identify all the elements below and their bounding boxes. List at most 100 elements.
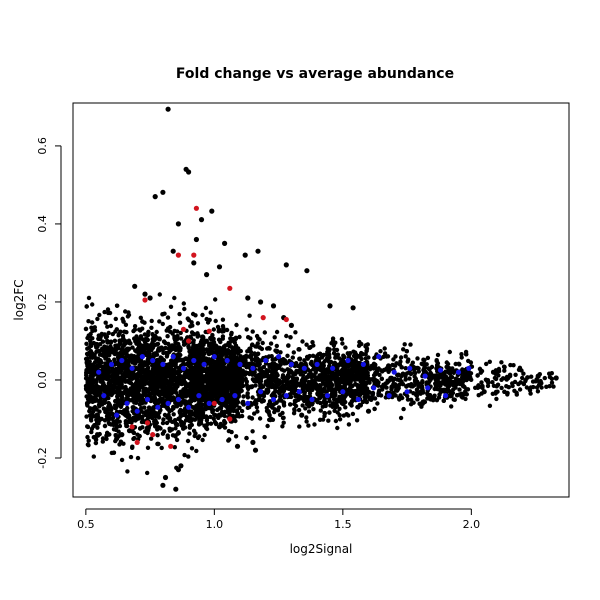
cloud-point <box>165 406 170 411</box>
cloud-point <box>112 357 117 362</box>
cloud-point <box>134 379 139 384</box>
cloud-point <box>403 377 408 382</box>
cloud-point <box>92 423 97 428</box>
cloud-point <box>223 348 228 353</box>
cloud-point <box>269 361 275 367</box>
cloud-point <box>182 425 188 430</box>
cloud-point <box>102 398 108 403</box>
cloud-point <box>464 392 469 397</box>
cloud-point <box>310 340 315 345</box>
cloud-point <box>517 387 523 392</box>
cloud-point <box>167 418 173 423</box>
cloud-point <box>510 383 515 389</box>
cloud-point <box>227 343 232 348</box>
cloud-point <box>188 412 193 417</box>
cloud-point <box>163 392 168 397</box>
cloud-point <box>295 363 301 369</box>
cloud-point <box>257 337 262 342</box>
cloud-point <box>168 366 173 371</box>
cloud-point <box>107 378 112 383</box>
cloud-point <box>87 369 92 374</box>
cloud-point <box>315 391 320 396</box>
cloud-point <box>181 342 187 347</box>
cloud-point <box>300 403 305 408</box>
cloud-point <box>518 380 523 385</box>
cloud-point <box>99 416 104 422</box>
cloud-point <box>229 376 234 381</box>
cloud-point <box>281 415 286 420</box>
cloud-point <box>151 391 156 396</box>
cloud-point <box>108 348 113 353</box>
cloud-point <box>217 367 222 373</box>
cloud-point <box>288 335 293 340</box>
cloud-point <box>178 336 184 341</box>
cloud-point <box>135 455 141 461</box>
cloud-point <box>285 353 290 358</box>
cloud-point <box>102 344 107 349</box>
cloud-point <box>132 435 137 441</box>
cloud-point <box>147 414 152 419</box>
cloud-point <box>204 426 210 432</box>
cloud-point <box>426 366 431 371</box>
cloud-point <box>212 382 218 387</box>
cloud-point <box>93 392 98 398</box>
cloud-point <box>499 360 504 365</box>
cloud-point <box>160 431 166 436</box>
cloud-point <box>195 364 200 369</box>
cloud-point <box>158 399 163 404</box>
cloud-point <box>122 329 127 334</box>
cloud-point <box>152 367 157 372</box>
cloud-point <box>388 376 394 382</box>
cloud-point <box>371 373 377 378</box>
cloud-point <box>126 347 131 352</box>
cloud-point <box>108 323 114 329</box>
cloud-point <box>258 372 263 378</box>
cloud-point <box>172 445 177 450</box>
cloud-point <box>128 454 134 460</box>
cloud-point <box>108 340 114 345</box>
cloud-point <box>203 356 208 361</box>
cloud-point <box>249 416 255 421</box>
cloud-point <box>452 397 457 402</box>
cloud-point <box>227 350 232 355</box>
cloud-point <box>149 373 155 379</box>
cloud-point <box>447 349 452 355</box>
cloud-point <box>363 356 368 361</box>
cloud-point <box>297 383 303 388</box>
cloud-point <box>269 354 274 359</box>
cloud-point <box>382 367 387 373</box>
cloud-point <box>146 329 151 335</box>
cloud-point <box>159 445 164 451</box>
cloud-point <box>154 329 159 335</box>
cloud-point <box>280 373 286 378</box>
cloud-point <box>273 383 279 388</box>
cloud-point <box>315 375 320 380</box>
cloud-point <box>257 416 263 421</box>
cloud-point <box>306 404 312 409</box>
cloud-point <box>364 348 369 354</box>
cloud-point <box>229 389 235 394</box>
cloud-point <box>502 368 507 373</box>
cloud-point <box>493 391 498 396</box>
cloud-point <box>130 392 135 397</box>
cloud-point <box>124 354 129 359</box>
cloud-point <box>284 381 290 386</box>
cloud-point <box>205 415 210 421</box>
cloud-point <box>297 347 302 352</box>
cloud-point <box>335 386 340 391</box>
cloud-point <box>264 405 269 411</box>
cloud-point <box>162 377 167 383</box>
cloud-point <box>499 377 504 382</box>
cloud-point <box>332 347 337 352</box>
cloud-point <box>273 374 279 379</box>
cloud-point <box>96 336 101 341</box>
cloud-point <box>250 429 255 434</box>
cloud-point <box>366 376 371 381</box>
cloud-point <box>211 327 216 332</box>
cloud-point <box>252 411 257 416</box>
cloud-point <box>483 377 489 382</box>
cloud-point <box>384 354 389 359</box>
cloud-point <box>377 372 382 378</box>
cloud-point <box>217 384 222 389</box>
cloud-point <box>178 402 183 408</box>
